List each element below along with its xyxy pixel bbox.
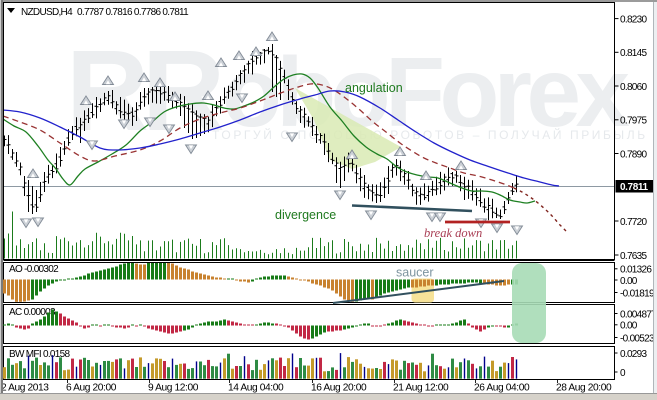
svg-text:0.7975: 0.7975	[620, 116, 648, 127]
svg-text:ТОРГУЙ С ПОМОЩЬЮ РОБОТОВ – ПОЛ: ТОРГУЙ С ПОМОЩЬЮ РОБОТОВ – ПОЛУЧАЙ ПРИБЫ…	[212, 127, 648, 142]
svg-text:0.00: 0.00	[620, 276, 638, 287]
svg-text:26 Aug 04:00: 26 Aug 04:00	[474, 383, 530, 394]
svg-text:21 Aug 12:00: 21 Aug 12:00	[393, 383, 449, 394]
svg-text:AC 0.00003: AC 0.00003	[9, 307, 56, 318]
svg-text:6 Aug 20:00: 6 Aug 20:00	[66, 383, 117, 394]
svg-text:saucer: saucer	[396, 266, 434, 280]
svg-text:0.0293: 0.0293	[620, 349, 648, 360]
svg-text:break down: break down	[424, 226, 482, 240]
svg-text:0: 0	[620, 368, 626, 379]
svg-text:0.7890: 0.7890	[620, 149, 648, 160]
svg-text:NZDUSD,H4: NZDUSD,H4	[21, 7, 73, 18]
svg-text:0.8145: 0.8145	[620, 48, 648, 59]
svg-text:0.01326: 0.01326	[620, 265, 652, 276]
svg-text:-0.00523: -0.00523	[620, 333, 655, 344]
svg-text:AO -0.00302: AO -0.00302	[9, 264, 59, 275]
svg-text:0.7811: 0.7811	[620, 182, 648, 193]
svg-text:R: R	[66, 27, 149, 155]
svg-text:0.7635: 0.7635	[620, 251, 648, 262]
svg-text:oboForex: oboForex	[222, 37, 629, 147]
svg-text:0.004877: 0.004877	[620, 309, 657, 320]
svg-text:16 Aug 20:00: 16 Aug 20:00	[311, 383, 367, 394]
svg-text:14 Aug 04:00: 14 Aug 04:00	[228, 383, 284, 394]
svg-text:0.8060: 0.8060	[620, 82, 648, 93]
svg-text:0.00: 0.00	[620, 321, 638, 332]
svg-text:0.7787 0.7816 0.7786 0.7811: 0.7787 0.7816 0.7786 0.7811	[77, 7, 189, 18]
svg-text:9 Aug 12:00: 9 Aug 12:00	[148, 383, 199, 394]
svg-text:0.7720: 0.7720	[620, 217, 648, 228]
svg-text:BW MFI 0.0158: BW MFI 0.0158	[9, 349, 71, 360]
svg-text:angulation: angulation	[345, 81, 403, 95]
svg-text:divergence: divergence	[275, 208, 336, 222]
svg-text:-0.01819: -0.01819	[620, 288, 655, 299]
svg-text:2 Aug 2013: 2 Aug 2013	[1, 383, 49, 394]
svg-text:0.8230: 0.8230	[620, 14, 648, 25]
svg-text:28 Aug 20:00: 28 Aug 20:00	[556, 383, 612, 394]
